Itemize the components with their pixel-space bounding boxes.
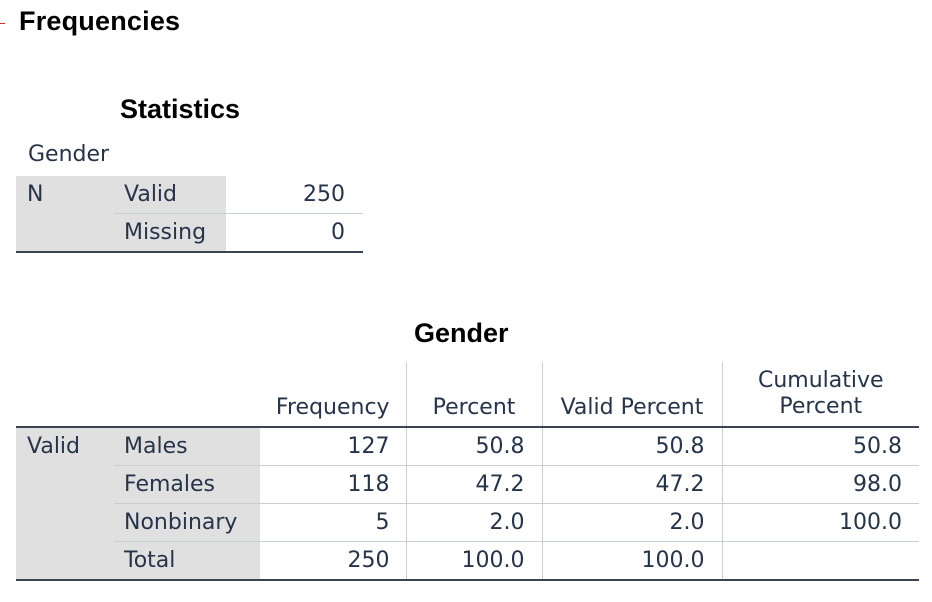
cell-value: 0 [226,213,363,253]
frequency-cell: 127 [260,427,406,466]
row-label: Females [114,465,260,504]
column-header: Cumulative Percent [721,362,919,428]
frequency-cell: 118 [260,465,406,504]
percent-cell: 50.8 [405,427,542,466]
frequency-table-title: Gender [414,318,509,348]
column-header: Frequency [260,362,406,428]
cumulative-percent-cell: 50.8 [721,427,919,466]
statistics-table-title: Statistics [120,94,241,124]
frequency-cell: 250 [260,541,406,581]
valid-percent-cell: 2.0 [541,503,722,542]
percent-cell: 100.0 [405,541,542,581]
corner-cell [16,362,114,428]
row-label: Valid [114,176,226,214]
table-row: N Valid 250 [16,176,363,253]
percent-cell: 47.2 [405,465,542,504]
row-group-label: N [16,176,114,253]
valid-percent-cell: 100.0 [541,541,722,581]
cumulative-percent-header: Cumulative Percent [757,368,884,419]
row-label: Total [114,541,260,581]
valid-percent-cell: 50.8 [541,427,722,466]
column-header: Valid Percent [541,362,722,428]
selection-marker [0,23,5,24]
percent-cell: 2.0 [405,503,542,542]
cumulative-percent-cell [721,541,919,581]
table-row-total: Total 250 100.0 100.0 [16,541,919,581]
statistics-variable-label: Gender [28,142,110,167]
page-title: Frequencies [19,6,181,36]
table-row: Missing 0 [16,213,363,253]
corner-cell [114,362,260,428]
statistics-table: N Valid 250 Missing 0 [16,176,363,253]
valid-percent-cell: 47.2 [541,465,722,504]
column-header: Percent [405,362,542,428]
header-row: Frequency Percent Valid Percent Cumulati… [16,362,919,428]
row-group-label: Valid [16,427,114,581]
row-label: Males [114,427,260,466]
cumulative-percent-cell: 100.0 [721,503,919,542]
row-label: Nonbinary [114,503,260,542]
row-label: Missing [114,213,226,253]
frequency-cell: 5 [260,503,406,542]
frequency-table: Frequency Percent Valid Percent Cumulati… [16,362,919,581]
table-row: Nonbinary 5 2.0 2.0 100.0 [16,503,919,542]
cumulative-percent-cell: 98.0 [721,465,919,504]
cell-value: 250 [226,176,363,214]
table-row: Females 118 47.2 47.2 98.0 [16,465,919,504]
table-row: Valid Males 127 50.8 50.8 50.8 [16,427,919,581]
